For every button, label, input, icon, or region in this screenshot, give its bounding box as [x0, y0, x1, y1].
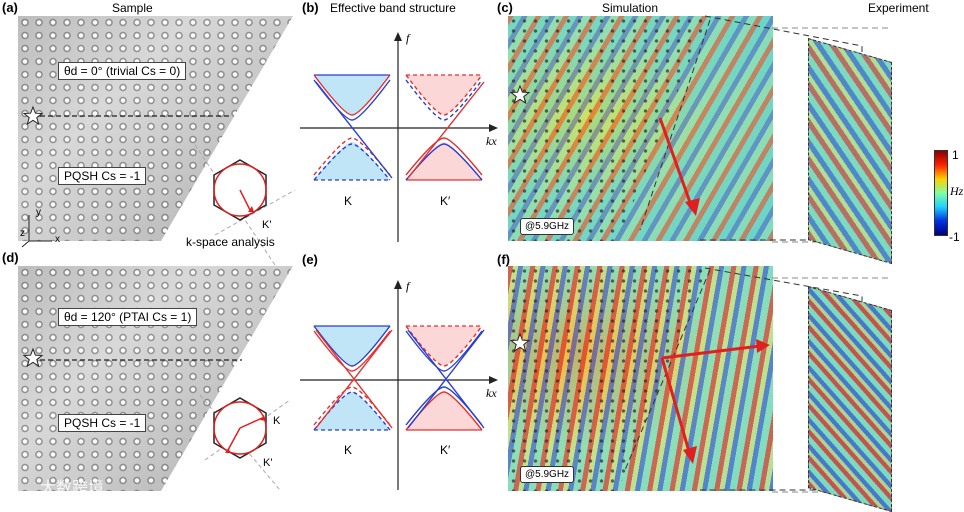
simulation-field-bottom — [508, 266, 773, 491]
experiment-field-bottom — [808, 286, 892, 512]
angle-text-top: θd = 0° (trivial — [64, 64, 142, 78]
axis-z-label: z — [20, 228, 25, 239]
kspace-circle — [213, 163, 267, 217]
k-label-bottom: K — [273, 415, 281, 427]
angle-text-bottom: θd = 120° (PTAI — [64, 310, 153, 324]
pqsh-cs-bottom: Cs = -1 — [101, 416, 141, 430]
colorbar-label: Hz — [950, 184, 964, 198]
kspace-label: k-space analysis — [186, 235, 275, 249]
panel-label-f: (f) — [497, 252, 510, 267]
freq-tag-bottom: @5.9GHz — [520, 466, 575, 483]
pqsh-box-top: PQSH Cs = -1 — [58, 167, 147, 185]
axis-z-line — [21, 240, 30, 248]
watermark: 大数跨境 — [40, 480, 105, 497]
panel-label-d: (d) — [2, 250, 19, 265]
kspace-diagram-bottom — [199, 394, 291, 491]
source-star-icon — [22, 105, 44, 126]
kspace-circle — [213, 401, 267, 455]
propagation-arrow-top — [658, 117, 694, 209]
kprime-label-bottom: K' — [263, 457, 273, 469]
band-axis-f-bottom: f — [406, 279, 410, 293]
propagation-arrow-bottom-1 — [661, 344, 761, 360]
pqsh-cs-top: Cs = -1 — [101, 169, 141, 183]
header-band: Effective band structure — [330, 1, 456, 15]
kprime-label-top: K' — [262, 219, 272, 231]
band-structure-bottom — [300, 280, 498, 490]
band-axis-kx-bottom: kx — [486, 386, 497, 400]
angle-box-bottom: θd = 120° (PTAI Cs = 1) — [58, 308, 198, 326]
bottom-sample-overlay — [22, 347, 291, 491]
colorbar-min: -1 — [949, 230, 960, 244]
band-valley-kprime-top: K′ — [440, 194, 451, 208]
header-simulation: Simulation — [602, 1, 659, 15]
header-experiment: Experiment — [868, 1, 929, 15]
band-valley-k-top: K — [344, 194, 353, 208]
cs-text-bottom: Cs = 1) — [152, 310, 192, 324]
kspace-arrow — [239, 189, 251, 211]
panel-label-a: (a) — [2, 0, 18, 15]
propagation-arrow-bottom-2 — [660, 357, 692, 456]
top-sample-overlay — [21, 105, 296, 266]
pqsh-text-bottom: PQSH — [64, 416, 102, 430]
band-valley-kprime-bottom: K′ — [440, 443, 451, 457]
pqsh-box-bottom: PQSH Cs = -1 — [58, 414, 147, 432]
experiment-field-top — [808, 38, 892, 265]
colorbar — [934, 150, 948, 236]
band-valley-k-bottom: K — [344, 443, 353, 457]
panel-label-c: (c) — [497, 0, 513, 15]
pqsh-text-top: PQSH — [64, 169, 102, 183]
kspace-arrow-2 — [227, 427, 241, 451]
axis-y-label: y — [36, 207, 41, 218]
source-star-icon — [22, 347, 44, 368]
simulation-field-top — [508, 16, 773, 241]
kspace-diagram-top — [194, 144, 296, 266]
source-star-icon — [509, 84, 531, 105]
kspace-arrow-1 — [239, 417, 263, 429]
colorbar-max: 1 — [952, 148, 959, 162]
band-axis-f-top: f — [406, 31, 410, 45]
axis-x-label: x — [55, 234, 60, 245]
freq-tag-top: @5.9GHz — [520, 218, 575, 235]
source-star-icon — [509, 332, 531, 353]
band-axis-kx-top: kx — [486, 134, 497, 148]
panel-label-e: (e) — [302, 252, 318, 267]
angle-box-top: θd = 0° (trivial Cs = 0) — [58, 62, 187, 80]
panel-label-b: (b) — [302, 0, 319, 15]
band-structure-top — [300, 32, 498, 242]
header-sample: Sample — [112, 1, 153, 15]
cs-text-top: Cs = 0) — [141, 64, 181, 78]
simulation-overlay — [509, 15, 890, 493]
